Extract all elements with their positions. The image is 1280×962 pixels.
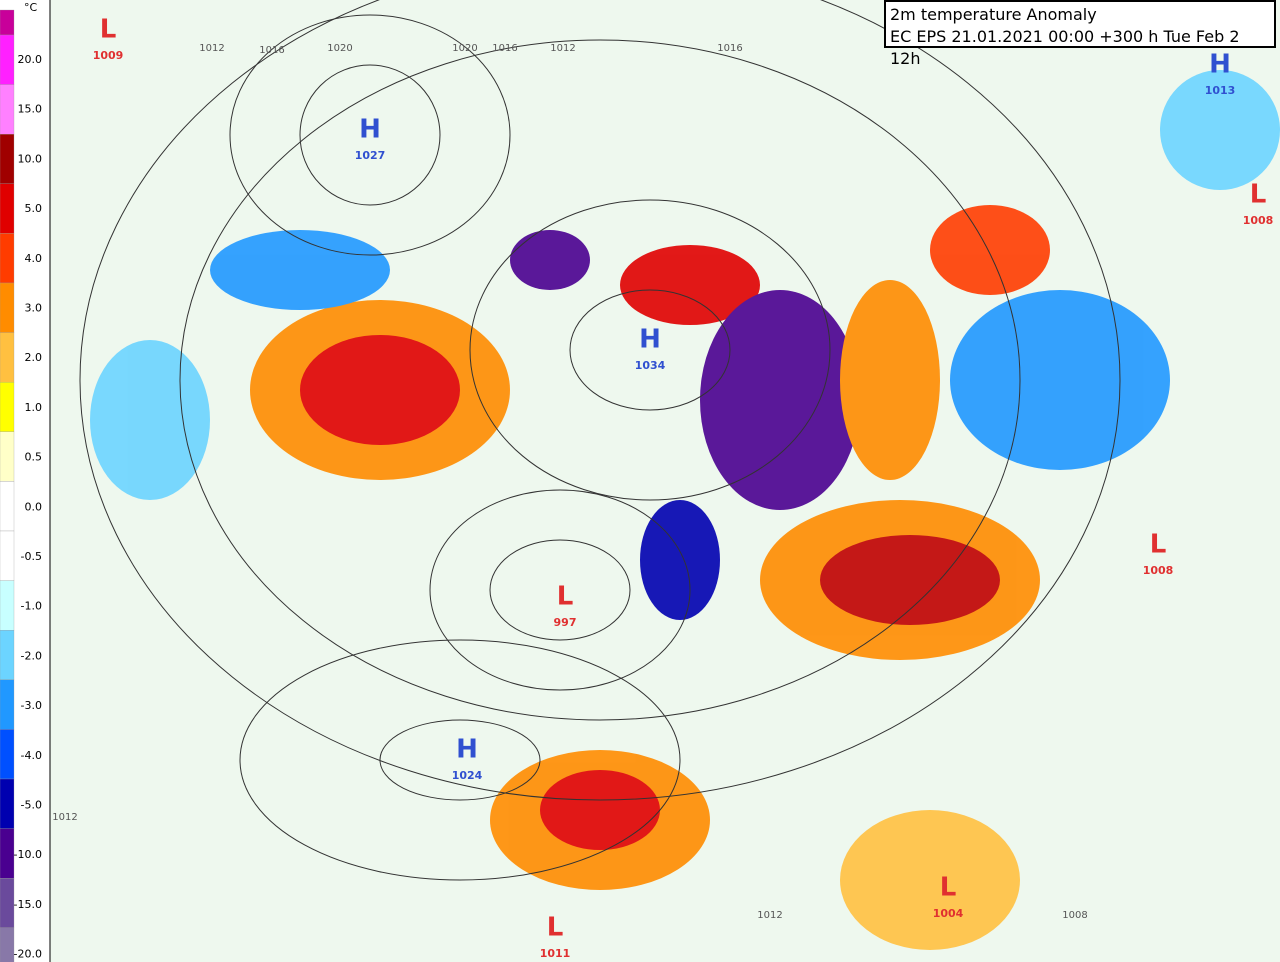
legend-swatch (0, 34, 15, 85)
legend-label: 2.0 (25, 351, 43, 364)
legend-swatch (0, 382, 15, 432)
isobars (79, 0, 1121, 881)
legend-label: -5.0 (21, 799, 42, 812)
legend-swatch (0, 282, 15, 333)
legend-swatch (0, 9, 15, 36)
legend-label: -1.0 (21, 600, 42, 613)
center-letter: H (456, 735, 478, 765)
anomaly-fields (90, 70, 1280, 950)
legend-label: 0.5 (25, 451, 43, 464)
center-pressure: 1004 (933, 907, 964, 920)
center-pressure: 1011 (540, 947, 571, 960)
legend-label: -20.0 (14, 948, 42, 961)
isobar-label: 1012 (199, 43, 224, 54)
legend-swatch (0, 332, 15, 383)
legend-swatch (0, 729, 15, 780)
center-pressure: 1024 (452, 769, 483, 782)
legend-swatch (0, 580, 15, 631)
legend-swatch (0, 0, 14, 10)
legend-label: -10.0 (14, 848, 42, 861)
center-letter: H (1209, 50, 1231, 80)
center-letter: H (639, 325, 661, 355)
pressure-centers: L 1009 H 1027 H 1034 H 1024 L 997 L 1008 L 1008 H 1013 L… (93, 15, 1274, 961)
legend-swatch (0, 828, 15, 879)
legend-swatch (0, 183, 15, 234)
isobar-label: 1016 (259, 45, 284, 56)
center-letter: L (100, 15, 117, 45)
title-line: 2m temperature Anomaly (890, 5, 1097, 24)
legend-label: -0.5 (21, 550, 42, 563)
legend-label: 0.0 (25, 500, 43, 513)
center-letter: H (359, 115, 381, 145)
center-pressure: 997 (554, 616, 577, 629)
legend-label: 20.0 (18, 53, 43, 66)
legend-swatch (0, 481, 15, 532)
legend-label: 10.0 (18, 152, 43, 165)
legend-swatch (0, 431, 15, 482)
center-letter: L (557, 582, 574, 612)
legend-label: -2.0 (21, 649, 42, 662)
isobar-labels: 1012 1016 1020 1020 1016 1012 1016 1012 1012 1008 (52, 43, 1087, 921)
center-letter: L (940, 873, 957, 903)
center-pressure: 1009 (93, 49, 124, 62)
isobar-label: 1020 (452, 43, 477, 54)
isobar-label: 1016 (492, 43, 517, 54)
legend-label: 3.0 (25, 302, 43, 315)
center-pressure: 1013 (1205, 84, 1236, 97)
legend-label: -15.0 (14, 898, 42, 911)
isobar-label: 1012 (550, 43, 575, 54)
legend-label: 15.0 (18, 103, 43, 116)
legend-label: -3.0 (21, 699, 42, 712)
isobar-label: 1012 (757, 910, 782, 921)
center-letter: L (1250, 180, 1267, 210)
legend-label: 4.0 (25, 252, 43, 265)
center-letter: L (547, 913, 564, 943)
center-letter: L (1150, 530, 1167, 560)
legend-swatch (0, 233, 15, 284)
legend-label: 1.0 (25, 401, 43, 414)
legend: °C 20.0 15.0 10.0 5.0 4.0 3.0 2.0 1.0 0.5 0.0 -0.5 -… (0, 0, 51, 962)
isobar-label: 1020 (327, 43, 352, 54)
legend-unit: °C (24, 1, 38, 14)
center-pressure: 1034 (635, 359, 666, 372)
isobar-label: 1008 (1062, 910, 1087, 921)
isobar-label: 1012 (52, 812, 77, 823)
center-pressure: 1008 (1243, 214, 1274, 227)
legend-swatch (0, 134, 15, 184)
legend-swatch (0, 530, 15, 581)
center-pressure: 1008 (1143, 564, 1174, 577)
title-box: 2m temperature Anomaly EC EPS 21.01.2021… (884, 0, 1276, 68)
legend-swatch (0, 679, 15, 730)
center-pressure: 1027 (355, 149, 386, 162)
legend-label: -4.0 (21, 749, 42, 762)
legend-swatch (0, 878, 15, 928)
legend-swatch (0, 630, 15, 680)
title-line: EC EPS 21.01.2021 00:00 +300 h Tue Feb 2… (890, 27, 1240, 68)
legend-swatch (0, 84, 15, 135)
legend-label: 5.0 (25, 202, 43, 215)
legend-swatch (0, 778, 15, 829)
legend-swatch (0, 927, 15, 962)
isobar-label: 1016 (717, 43, 742, 54)
